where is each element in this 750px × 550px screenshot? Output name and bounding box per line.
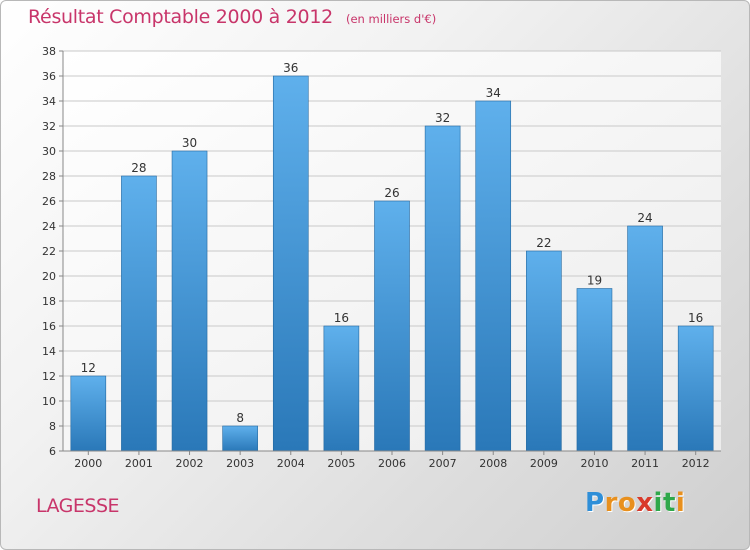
x-axis-ticks: 2000 2001 2002 2003 2004 2005 2006 2007 2008 2009… [74,451,710,470]
y-tick-label: 12 [42,370,56,383]
bars: 12 28 30 8 36 16 26 32 34 22 19 24 16 [70,61,714,452]
logo-letter: x [636,488,654,518]
commune-name: LAGESSE [36,495,120,517]
chart-header: Résultat Comptable 2000 à 2012 (en milli… [28,6,436,28]
x-tick-label: 2009 [530,457,558,470]
x-tick-label: 2000 [74,457,102,470]
chart-subtitle: (en milliers d'€) [345,12,437,26]
y-tick-label: 20 [42,270,56,283]
x-tick-label: 2002 [176,457,204,470]
y-tick-label: 8 [49,420,56,433]
logo-letter: i [675,488,686,518]
y-tick-label: 16 [42,320,56,333]
y-axis-ticks: 6 8 10 12 14 16 18 20 22 24 26 28 30 32 34 36 38 [42,45,63,458]
bar-value-label: 32 [435,111,450,125]
bar-value-label: 12 [81,361,96,375]
bar-value-label: 19 [587,274,602,288]
bar-value-label: 26 [384,186,399,200]
y-tick-label: 22 [42,245,56,258]
logo-letter: t [662,488,676,518]
logo-letter: i [653,488,663,518]
bar-2009 [526,250,562,452]
bar-value-label: 34 [486,86,501,100]
y-tick-label: 18 [42,295,56,308]
x-tick-label: 2012 [682,457,710,470]
bar-value-label: 24 [637,211,652,225]
y-tick-label: 32 [42,120,56,133]
x-tick-label: 2008 [479,457,507,470]
bar-value-label: 16 [688,311,703,325]
x-tick-label: 2007 [429,457,457,470]
bar-value-label: 8 [236,411,244,425]
bar-2001 [121,175,157,452]
bar-2008 [475,100,512,452]
bar-2002 [171,150,208,452]
y-tick-label: 14 [42,345,56,358]
bar-2000 [70,375,107,452]
y-tick-label: 26 [42,195,56,208]
y-tick-label: 24 [42,220,56,233]
x-tick-label: 2005 [327,457,355,470]
bar-2004 [272,75,309,452]
logo-letter: r [604,488,618,518]
logo-letter: o [617,488,637,518]
bar-2005 [323,325,360,452]
x-tick-label: 2004 [277,457,305,470]
y-tick-label: 10 [42,395,56,408]
x-tick-label: 2011 [631,457,659,470]
proxiti-logo: Proxiti [585,488,685,518]
x-tick-label: 2003 [226,457,254,470]
logo-letter: P [585,488,605,518]
y-tick-label: 36 [42,70,56,83]
bar-2003 [222,425,258,452]
bar-2006 [374,200,410,452]
y-tick-label: 6 [49,445,56,458]
bar-value-label: 16 [334,311,349,325]
x-tick-label: 2010 [580,457,608,470]
bar-2011 [627,225,663,452]
bar-value-label: 22 [536,236,551,250]
chart-title: Résultat Comptable 2000 à 2012 [28,6,333,28]
y-tick-label: 38 [42,45,56,58]
x-tick-label: 2006 [378,457,406,470]
bar-2007 [424,125,461,452]
x-tick-label: 2001 [125,457,153,470]
bar-value-label: 30 [182,136,197,150]
bar-2012 [677,325,714,452]
bar-2010 [576,288,613,452]
y-tick-label: 28 [42,170,56,183]
y-tick-label: 34 [42,95,56,108]
bar-value-label: 28 [131,161,146,175]
bar-value-label: 36 [283,61,298,75]
y-tick-label: 30 [42,145,56,158]
